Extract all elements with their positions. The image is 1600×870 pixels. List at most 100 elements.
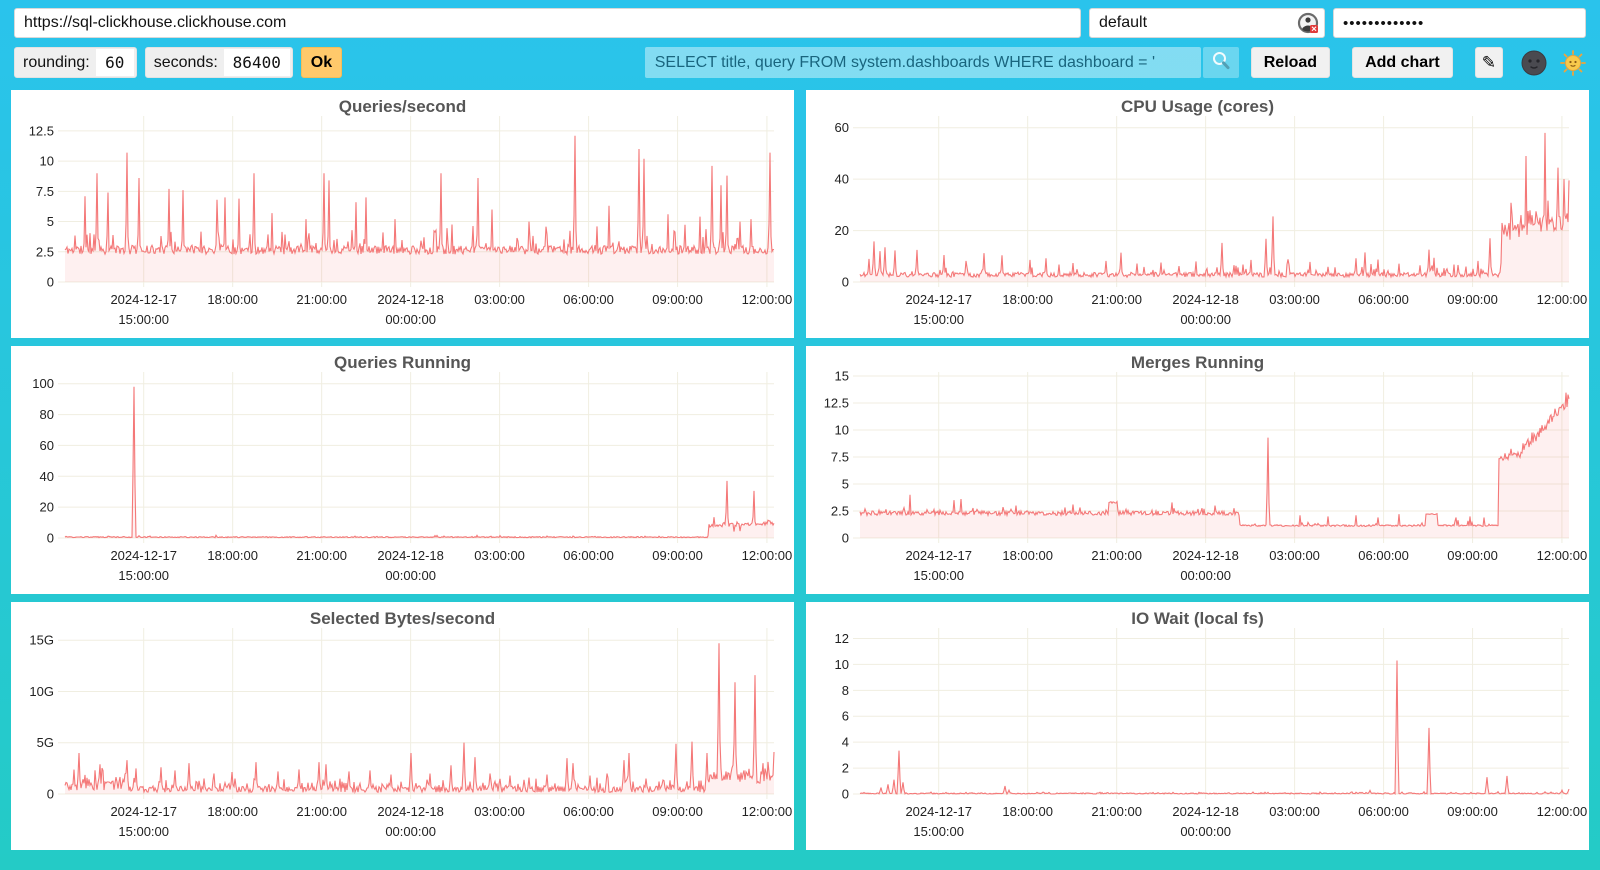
svg-text:✕: ✕ [1311, 25, 1317, 34]
seconds-input[interactable] [223, 49, 290, 76]
svg-text:2024-12-17: 2024-12-17 [905, 548, 972, 563]
chart-plot-queries-running[interactable]: 0 20 40 60 80 100 2024-12-17 15:00:00 18:00:00 21… [11, 346, 794, 594]
svg-text:09:00:00: 09:00:00 [1447, 804, 1498, 819]
svg-text:15:00:00: 15:00:00 [118, 568, 169, 583]
svg-text:21:00:00: 21:00:00 [296, 292, 347, 307]
svg-text:40: 40 [835, 172, 849, 187]
svg-text:18:00:00: 18:00:00 [207, 804, 258, 819]
chart-title: Selected Bytes/second [309, 609, 496, 628]
svg-text:12:00:00: 12:00:00 [742, 804, 793, 819]
light-theme-toggle[interactable] [1560, 49, 1586, 76]
pencil-icon: ✎ [1481, 52, 1496, 72]
chart-title: CPU Usage (cores) [1120, 97, 1275, 116]
svg-text:0: 0 [47, 275, 54, 290]
svg-text:7.5: 7.5 [831, 450, 849, 465]
svg-text:12.5: 12.5 [29, 123, 54, 138]
svg-text:06:00:00: 06:00:00 [1358, 548, 1409, 563]
svg-text:21:00:00: 21:00:00 [1091, 548, 1142, 563]
svg-text:15:00:00: 15:00:00 [913, 568, 964, 583]
chart-plot-io-wait[interactable]: 0 2 4 6 8 10 12 2024-12-17 15:00:00 18:00:00 21:00… [806, 602, 1589, 850]
svg-text:0: 0 [842, 275, 849, 290]
svg-text:06:00:00: 06:00:00 [1358, 292, 1409, 307]
svg-text:6: 6 [842, 709, 849, 724]
svg-text:2024-12-18: 2024-12-18 [377, 292, 444, 307]
svg-text:2024-12-17: 2024-12-17 [110, 804, 177, 819]
svg-text:00:00:00: 00:00:00 [385, 568, 436, 583]
svg-text:5: 5 [842, 477, 849, 492]
svg-text:06:00:00: 06:00:00 [563, 292, 614, 307]
svg-text:15:00:00: 15:00:00 [913, 824, 964, 839]
svg-text:2024-12-17: 2024-12-17 [110, 292, 177, 307]
svg-text:0: 0 [842, 531, 849, 546]
svg-text:03:00:00: 03:00:00 [1269, 548, 1320, 563]
chart-panel-cpu-usage: CPU Usage (cores) 0 20 40 60 2024-12-17 15:00… [806, 90, 1589, 338]
chart-plot-selected-bytes-per-second[interactable]: 0 5G 10G 15G 2024-12-17 15:00:00 18:00:00 21:00… [11, 602, 794, 850]
svg-text:10: 10 [40, 154, 54, 169]
svg-text:10: 10 [835, 423, 849, 438]
svg-text:12.5: 12.5 [824, 396, 849, 411]
rounding-group: rounding: [14, 47, 137, 78]
chart-plot-merges-running[interactable]: 0 2.5 5 7.5 10 12.5 15 2024-12-17 15:00:00 18:00:… [806, 346, 1589, 594]
svg-text:21:00:00: 21:00:00 [296, 804, 347, 819]
svg-text:2.5: 2.5 [831, 504, 849, 519]
address-bar: ✕ [0, 0, 1600, 38]
svg-text:03:00:00: 03:00:00 [474, 548, 525, 563]
svg-text:10: 10 [835, 657, 849, 672]
edit-charts-button[interactable]: ✎ [1474, 47, 1503, 78]
toolbar: rounding: seconds: Ok Reload Add chart ✎ [0, 38, 1600, 78]
svg-text:21:00:00: 21:00:00 [296, 548, 347, 563]
svg-text:03:00:00: 03:00:00 [474, 804, 525, 819]
svg-text:12:00:00: 12:00:00 [1537, 804, 1588, 819]
svg-text:80: 80 [40, 407, 54, 422]
run-query-button[interactable] [1202, 47, 1239, 78]
chart-panel-io-wait: IO Wait (local fs) 0 2 4 6 8 10 12 2024-12-17 15… [806, 602, 1589, 850]
search-icon [1210, 50, 1232, 75]
svg-text:12:00:00: 12:00:00 [1537, 548, 1588, 563]
svg-text:60: 60 [835, 120, 849, 135]
svg-text:7.5: 7.5 [36, 184, 54, 199]
svg-text:2024-12-18: 2024-12-18 [1172, 804, 1239, 819]
url-input[interactable] [14, 8, 1081, 38]
dashboard-query-input[interactable] [644, 47, 1201, 78]
svg-text:00:00:00: 00:00:00 [1180, 312, 1231, 327]
svg-text:12: 12 [835, 631, 849, 646]
svg-text:4: 4 [842, 735, 849, 750]
chart-title: IO Wait (local fs) [1131, 609, 1264, 628]
svg-text:15:00:00: 15:00:00 [913, 312, 964, 327]
svg-text:09:00:00: 09:00:00 [652, 548, 703, 563]
svg-text:2.5: 2.5 [36, 244, 54, 259]
svg-text:18:00:00: 18:00:00 [1002, 292, 1053, 307]
svg-text:2: 2 [842, 761, 849, 776]
svg-text:2024-12-17: 2024-12-17 [110, 548, 177, 563]
svg-text:09:00:00: 09:00:00 [1447, 292, 1498, 307]
svg-text:21:00:00: 21:00:00 [1091, 804, 1142, 819]
svg-text:09:00:00: 09:00:00 [652, 292, 703, 307]
rounding-input[interactable] [95, 49, 134, 76]
svg-text:2024-12-18: 2024-12-18 [1172, 292, 1239, 307]
user-field-wrap: ✕ [1089, 8, 1325, 38]
svg-text:2024-12-18: 2024-12-18 [377, 548, 444, 563]
svg-text:12:00:00: 12:00:00 [742, 292, 793, 307]
svg-text:06:00:00: 06:00:00 [563, 804, 614, 819]
svg-text:12:00:00: 12:00:00 [742, 548, 793, 563]
password-input[interactable] [1333, 8, 1586, 38]
svg-text:20: 20 [835, 223, 849, 238]
svg-text:40: 40 [40, 469, 54, 484]
svg-text:21:00:00: 21:00:00 [1091, 292, 1142, 307]
svg-text:10G: 10G [29, 684, 54, 699]
svg-text:2024-12-17: 2024-12-17 [905, 292, 972, 307]
svg-text:100: 100 [32, 376, 54, 391]
user-input[interactable] [1089, 8, 1325, 38]
ok-button[interactable]: Ok [300, 47, 343, 78]
dark-theme-toggle[interactable] [1521, 50, 1547, 76]
svg-text:15:00:00: 15:00:00 [118, 824, 169, 839]
chart-panel-merges-running: Merges Running 0 2.5 5 7.5 10 12.5 15 2024-12-1… [806, 346, 1589, 594]
charts-grid: Queries/second 0 2.5 5 7.5 10 12.5 2024-12-17 1… [0, 78, 1600, 864]
svg-text:18:00:00: 18:00:00 [207, 548, 258, 563]
reload-button[interactable]: Reload [1250, 47, 1331, 78]
svg-text:06:00:00: 06:00:00 [1358, 804, 1409, 819]
svg-text:00:00:00: 00:00:00 [1180, 568, 1231, 583]
chart-plot-cpu-usage[interactable]: 0 20 40 60 2024-12-17 15:00:00 18:00:00 21:00:0… [806, 90, 1589, 338]
chart-plot-queries-per-second[interactable]: 0 2.5 5 7.5 10 12.5 2024-12-17 15:00:00 18:00:00… [11, 90, 794, 338]
add-chart-button[interactable]: Add chart [1352, 47, 1453, 78]
